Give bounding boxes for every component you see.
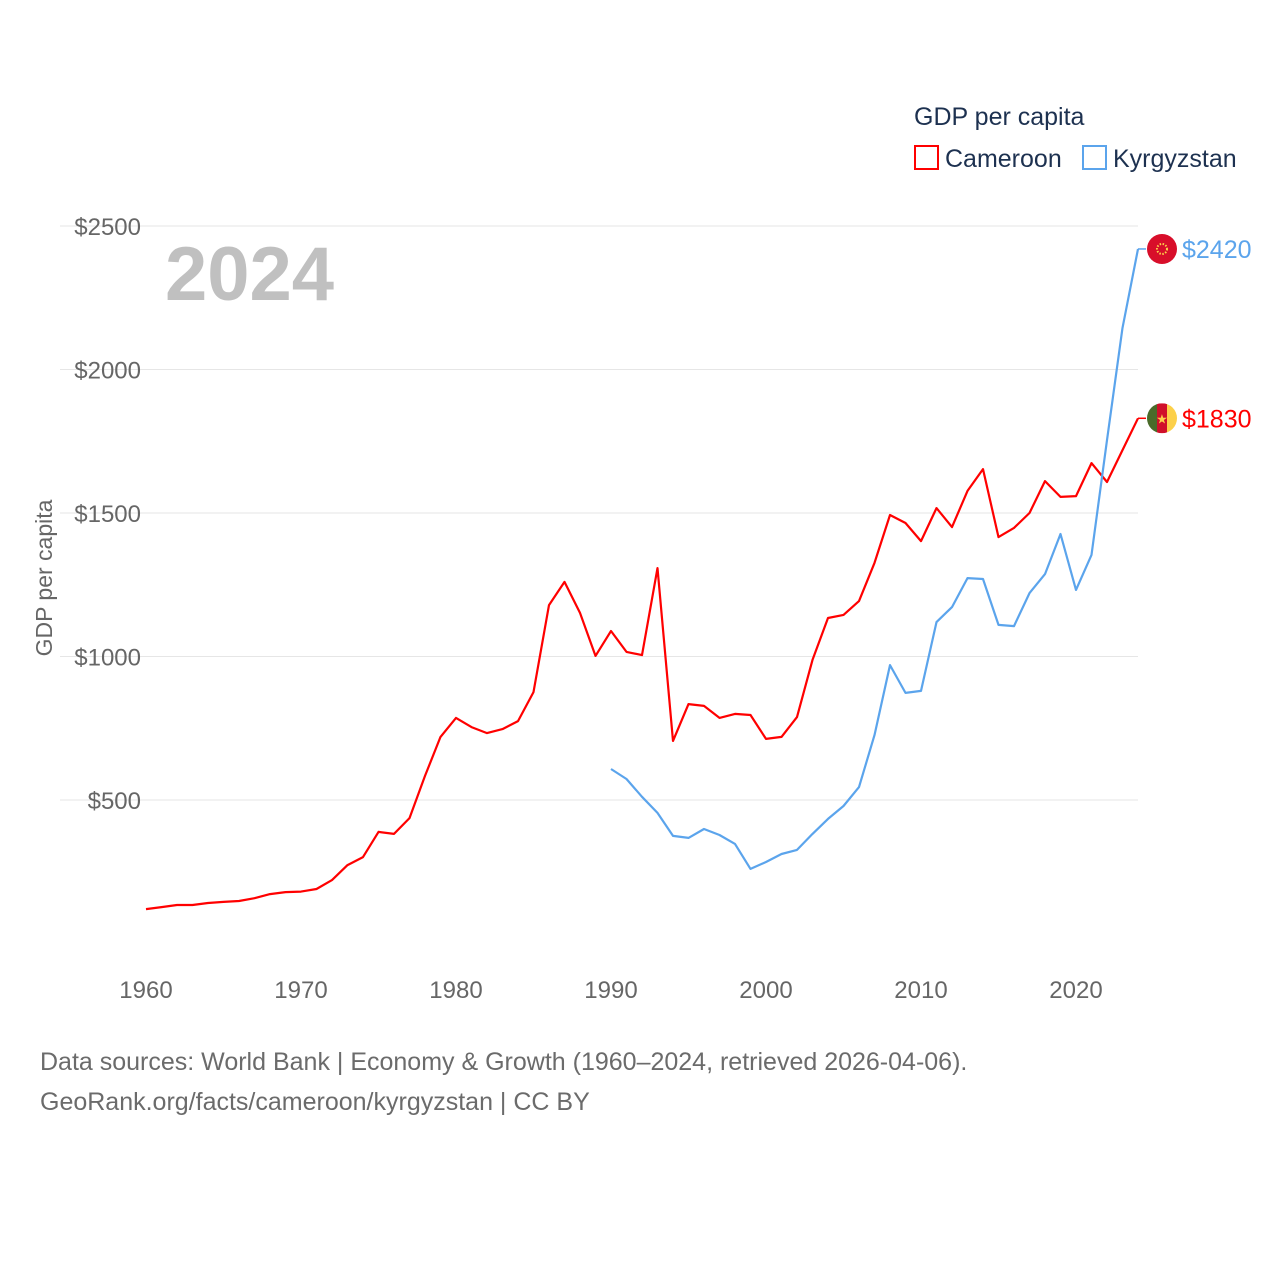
sun-icon [1156, 242, 1168, 255]
x-tick-label: 1970 [274, 977, 327, 1004]
legend-title: GDP per capita [914, 103, 1085, 131]
x-tick-label: 1960 [119, 977, 172, 1004]
legend-label-cameroon: Cameroon [945, 145, 1062, 173]
flag-green [1147, 403, 1157, 434]
x-tick-label: 1990 [584, 977, 637, 1004]
kyrgyzstan-flag-icon [1147, 233, 1177, 264]
legend-swatch-kyrgyzstan [1082, 145, 1107, 170]
flag-body [1147, 403, 1177, 434]
source-line-1: Data sources: World Bank | Economy & Gro… [40, 1048, 968, 1076]
source-line-2[interactable]: GeoRank.org/facts/cameroon/kyrgyzstan | … [40, 1088, 590, 1116]
legend-label-kyrgyzstan: Kyrgyzstan [1113, 145, 1237, 173]
data-source-note: Data sources: World Bank | Economy & Gro… [40, 1042, 967, 1122]
y-tick-label: $2000 [74, 358, 141, 385]
series-line-kyrgyzstan [610, 248, 1140, 871]
end-value-label-cameroon: $1830 [1182, 405, 1252, 433]
y-tick-label: $1500 [74, 501, 141, 528]
cameroon-flag-icon: ★ [1147, 403, 1177, 434]
flag-red [1147, 233, 1177, 264]
flag-yellow [1167, 403, 1177, 434]
x-tick-label: 2020 [1049, 977, 1102, 1004]
year-label: 2024 [165, 232, 334, 317]
x-tick-label: 2000 [739, 977, 792, 1004]
y-tick-label: $1000 [74, 645, 141, 672]
y-axis-label: GDP per capita [31, 499, 57, 656]
y-tick-label: $500 [88, 788, 141, 815]
star-icon: ★ [1156, 411, 1168, 426]
legend-swatch-cameroon [914, 145, 939, 170]
flag-red [1157, 403, 1167, 434]
x-tick-label: 2010 [894, 977, 947, 1004]
end-value-label-kyrgyzstan: $2420 [1182, 236, 1252, 264]
series-line-cameroon [145, 417, 1139, 911]
y-tick-label: $2500 [74, 214, 141, 241]
x-tick-label: 1980 [429, 977, 482, 1004]
